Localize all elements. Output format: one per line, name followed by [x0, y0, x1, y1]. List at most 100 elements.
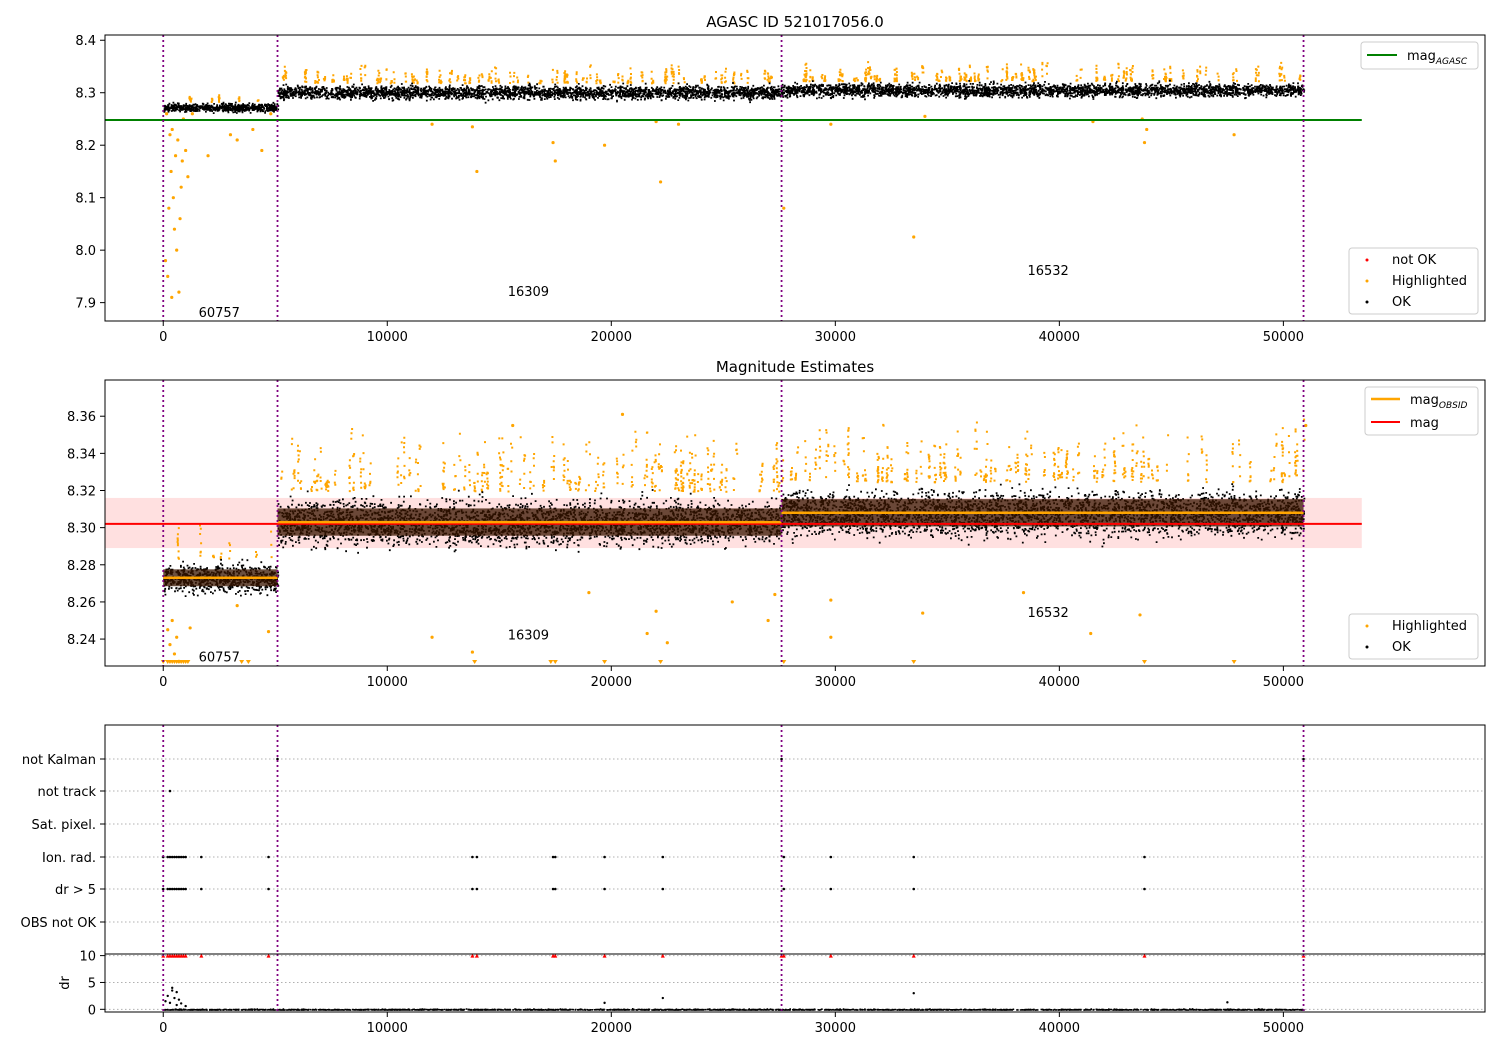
highlighted-point: [163, 259, 168, 263]
highlighted-point: [773, 592, 777, 597]
flag-point: [829, 855, 833, 859]
highlighted-point: [1145, 127, 1149, 132]
legend-not-ok-label: not OK: [1392, 253, 1437, 268]
offscale-highlighted-marker: [911, 660, 917, 664]
highlighted-point: [170, 618, 174, 623]
flag-point: [475, 855, 479, 859]
highlighted-point: [1089, 631, 1093, 636]
highlighted-point: [171, 196, 175, 200]
x-tick-label: 30000: [815, 675, 856, 690]
flag-point: [173, 887, 176, 891]
flag-point: [912, 855, 916, 859]
flag-point: [471, 887, 474, 891]
panel-magnitude-frame: [104, 379, 1486, 667]
obsid-label: 16309: [508, 285, 549, 300]
dr-point: [173, 996, 176, 1000]
panel-flags-plot-area: not Kalman not track Sat. pixel. Ion. rad. d…: [21, 725, 1485, 954]
x-tick-label: 50000: [1263, 675, 1304, 690]
panel-magnitude-title: Magnitude Estimates: [716, 358, 874, 376]
flag-point: [200, 887, 203, 891]
flag-point: [551, 887, 555, 891]
flag-point: [553, 855, 557, 859]
highlighted-point: [730, 600, 734, 604]
highlighted-point: [430, 635, 434, 639]
obsid-label: 16532: [1027, 264, 1068, 279]
flag-point: [182, 855, 185, 859]
flag-point: [177, 855, 181, 859]
dr-clipped-marker: [781, 953, 786, 958]
dr-clipped-marker: [183, 953, 188, 958]
category-label: Ion. rad.: [42, 851, 96, 866]
dr-clipped-marker: [553, 953, 558, 958]
panel-magnitude: Magnitude Estimates 0 10000 20000 30000 4000…: [67, 358, 1486, 690]
flag-point: [829, 887, 833, 891]
highlighted-point: [1021, 591, 1026, 595]
y-tick-label: 8.26: [67, 596, 96, 611]
x-tick-label: 30000: [815, 1021, 856, 1036]
highlighted-point: [166, 628, 170, 632]
flag-point: [170, 887, 174, 891]
flag-point: [177, 887, 181, 891]
flag-point: [551, 855, 555, 859]
highlighted-point: [228, 133, 233, 137]
dr-point: [175, 990, 178, 994]
flag-point: [475, 887, 479, 891]
offscale-highlighted-marker: [658, 660, 664, 664]
flag-point: [471, 855, 474, 859]
y-tick-label: 0: [88, 1003, 96, 1018]
category-label: not track: [37, 785, 96, 800]
highlighted-point: [178, 217, 182, 221]
flag-point: [267, 855, 270, 859]
flag-point: [661, 855, 665, 859]
highlighted-point: [169, 169, 173, 174]
highlighted-point: [829, 635, 833, 639]
highlighted-point: [551, 140, 555, 145]
dr-point: [912, 992, 915, 995]
highlighted-point: [184, 148, 188, 153]
x-tick-label: 20000: [591, 1021, 632, 1036]
ok-points-cloud: [781, 79, 1306, 101]
highlighted-point: [676, 122, 681, 126]
highlighted-point: [470, 125, 475, 129]
flag-point: [1302, 757, 1305, 761]
flag-point: [782, 887, 786, 891]
flag-point: [553, 887, 557, 891]
y-tick-label: 8.30: [67, 522, 96, 537]
x-tick-label: 40000: [1039, 675, 1080, 690]
flag-point: [267, 887, 270, 891]
panel-agasc-legend-upper: magAGASC: [1360, 41, 1479, 70]
dr-point: [603, 1001, 606, 1005]
highlighted-point: [235, 138, 239, 142]
panel-dr-frame: [104, 953, 1486, 1013]
panel-agasc-plot-area: 0 10000 20000 30000 40000 50000 7.9 8.0 8.1 8.2 8.…: [75, 34, 1362, 345]
panel-magnitude-legend-lower: Highlighted OK: [1348, 613, 1479, 660]
highlighted-point: [620, 412, 625, 416]
highlighted-point: [1232, 133, 1236, 137]
offscale-highlighted-marker: [185, 660, 191, 664]
highlighted-point: [180, 159, 184, 163]
y-tick-label: 7.9: [75, 297, 96, 312]
offscale-highlighted-marker: [1231, 660, 1237, 664]
dr-clipped-marker: [660, 953, 665, 958]
highlighted-point: [266, 630, 271, 634]
legend-ok-label: OK: [1392, 640, 1411, 655]
dr-point: [171, 989, 174, 992]
dr-clipped-marker: [602, 953, 607, 958]
highlighted-point: [602, 143, 607, 147]
legend-mag-agasc-label: magAGASC: [1407, 49, 1468, 67]
obsid-label: 60757: [199, 306, 240, 321]
dr-point: [179, 1002, 183, 1005]
x-tick-label: 40000: [1039, 1021, 1080, 1036]
highlighted-point: [645, 631, 649, 636]
offscale-highlighted-marker: [472, 660, 478, 664]
highlighted-point: [829, 122, 833, 126]
flag-point: [276, 757, 279, 761]
highlighted-point: [921, 611, 925, 615]
dr-point: [168, 1001, 172, 1005]
highlighted-point: [587, 591, 591, 595]
highlighted-point: [176, 138, 180, 142]
y-tick-label: 8.0: [75, 244, 96, 259]
legend-ok-marker: [1365, 300, 1369, 304]
y-tick-label: 8.1: [75, 192, 96, 207]
